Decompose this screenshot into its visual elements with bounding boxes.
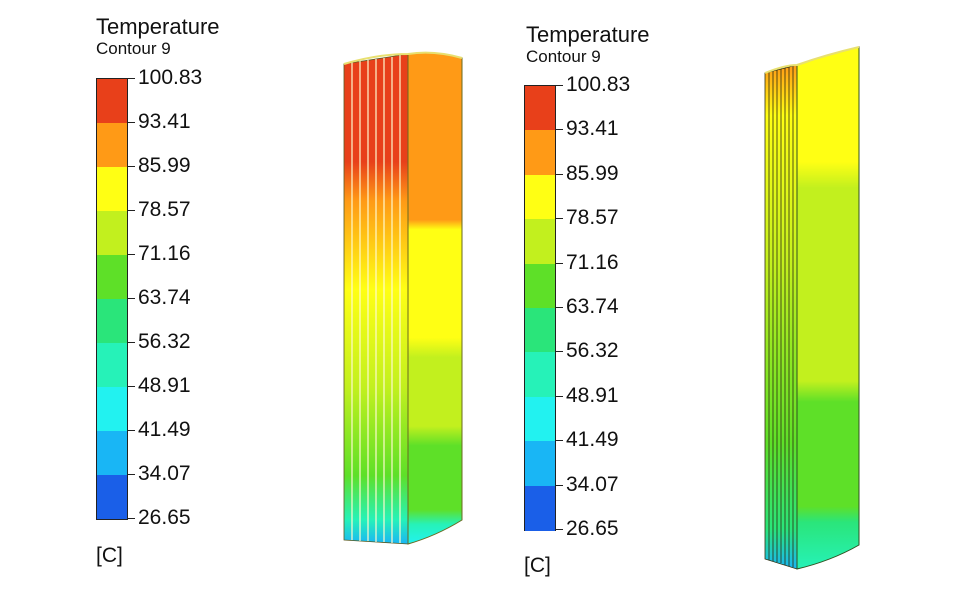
legend-subtitle: Contour 9 [526, 47, 601, 66]
colorbar-tick-label: 26.65 [138, 506, 191, 529]
colorbar-segment [525, 396, 555, 442]
colorbar-tick [127, 166, 135, 167]
colorbar-segment [525, 308, 555, 353]
colorbar-tick [127, 254, 135, 255]
colorbar-tick [127, 342, 135, 343]
colorbar-tick-label: 100.83 [566, 73, 631, 96]
colorbar-segment [97, 211, 127, 255]
colorbar-tick-label: 93.41 [138, 110, 191, 133]
colorbar-tick [127, 430, 135, 431]
legend-subtitle: Contour 9 [96, 39, 171, 58]
colorbar-tick-label: 100.83 [138, 66, 203, 89]
colorbar-tick [555, 129, 563, 131]
colorbar-tick-label: 26.65 [566, 517, 619, 540]
colorbar-tick [127, 386, 135, 387]
colorbar-tick-label: 93.41 [566, 117, 619, 141]
colorbar-tick-label: 71.16 [138, 242, 191, 265]
colorbar-tick [127, 298, 135, 299]
colorbar-tick [127, 122, 135, 123]
colorbar-segment [97, 255, 127, 299]
colorbar-tick-label: 63.74 [566, 295, 619, 318]
colorbar-tick [555, 218, 563, 220]
colorbar-tick-label: 48.91 [566, 383, 619, 407]
colorbar-tick-label: 41.49 [566, 428, 619, 452]
colorbar-segment [97, 79, 127, 123]
colorbar-segment [525, 86, 555, 131]
colorbar-tick [127, 78, 135, 79]
colorbar-tick [555, 351, 563, 353]
colorbar-tick-label: 71.16 [566, 250, 619, 274]
colorbar-tick [555, 440, 563, 442]
colorbar-tick [555, 307, 563, 308]
colorbar-tick [127, 474, 135, 475]
colorbar-tick-label: 56.32 [566, 339, 619, 363]
legend-title: Temperature [526, 22, 650, 47]
colorbar-segment [525, 219, 555, 265]
unit-label: [C] [524, 554, 551, 577]
colorbar-segment [525, 441, 555, 487]
legend-title: Temperature [96, 14, 220, 39]
colorbar-segment [97, 431, 127, 475]
colorbar-segment [525, 174, 555, 220]
left-temperature-panel: Temperature Contour 9 100.83 93.41 85.99 78… [0, 0, 480, 591]
right-temperature-panel: Temperature Contour 9 100.83 93.41 85.99 78… [480, 0, 969, 591]
colorbar-segment [97, 123, 127, 167]
unit-label: [C] [96, 544, 123, 567]
colorbar-segment [97, 299, 127, 343]
colorbar-segment [97, 343, 127, 387]
colorbar-tick-label: 34.07 [138, 462, 191, 485]
colorbar-tick-label: 85.99 [566, 161, 619, 185]
colorbar-segment [97, 167, 127, 211]
colorbar-tick [555, 173, 563, 175]
colorbar-tick-label: 34.07 [566, 472, 619, 496]
colorbar-tick-label: 41.49 [138, 418, 191, 441]
colorbar-tick-label: 85.99 [138, 154, 191, 177]
colorbar-segment [97, 387, 127, 431]
colorbar-tick [127, 210, 135, 211]
colorbar-tick-label: 78.57 [566, 206, 619, 230]
colorbar-tick [555, 484, 563, 486]
temperature-colorbar [524, 85, 556, 531]
colorbar-tick-label: 48.91 [138, 374, 191, 397]
colorbar-tick-label: 63.74 [138, 286, 191, 309]
colorbar-tick [555, 85, 563, 86]
colorbar-tick [555, 395, 563, 397]
colorbar-tick-label: 78.57 [138, 198, 191, 221]
colorbar-segment [97, 475, 127, 519]
colorbar-tick [555, 529, 563, 530]
colorbar-tick-label: 56.32 [138, 330, 191, 353]
colorbar-tick [555, 262, 563, 264]
colorbar-tick [127, 518, 135, 519]
heat-sink-model-right [764, 46, 860, 570]
colorbar-segment [525, 485, 555, 531]
heat-sink-model-left [343, 51, 463, 545]
colorbar-segment [525, 263, 555, 309]
temperature-colorbar [96, 78, 128, 520]
colorbar-segment [525, 130, 555, 176]
colorbar-segment [525, 352, 555, 398]
